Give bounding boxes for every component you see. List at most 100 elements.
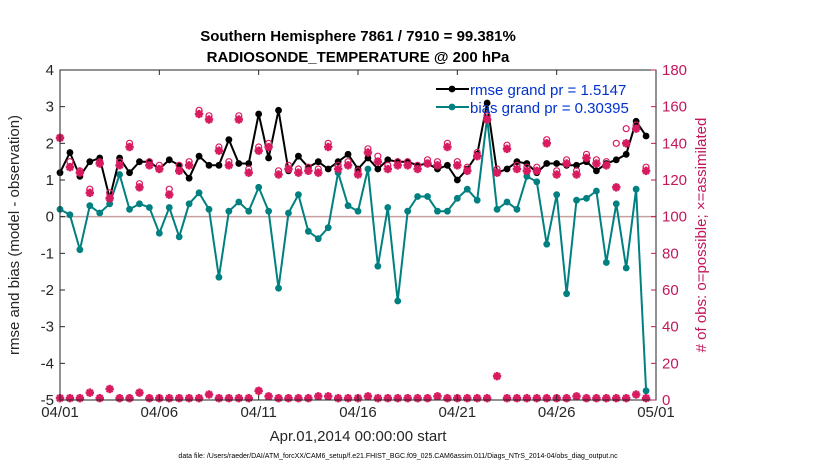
plot-area [60, 70, 656, 400]
rmse-point [364, 154, 372, 162]
bias-point [116, 171, 123, 178]
obs-low-marker [333, 393, 343, 403]
left-y-tick-label: -3 [41, 319, 54, 336]
bias-point [136, 200, 143, 208]
bias-line [59, 117, 648, 391]
right-y-axis-label: # of obs: o=possible; ×=assimilated [693, 118, 710, 353]
x-tick-label: 04/01 [41, 404, 79, 421]
obs-assimilated-marker [453, 161, 462, 170]
right-y-tick-label: 60 [662, 282, 679, 299]
rmse-point [86, 158, 94, 166]
obs-assimilated-marker [95, 159, 104, 168]
obs-low-marker [512, 393, 522, 403]
obs-low-marker [463, 393, 472, 403]
obs-assimilated-marker [383, 164, 392, 174]
obs-assimilated-marker [502, 144, 512, 154]
obs-low-marker [214, 393, 224, 403]
obs-low-marker [502, 393, 512, 403]
bias-point [543, 240, 551, 248]
bias-point [493, 205, 501, 213]
obs-low-marker [115, 393, 124, 403]
obs-assimilated-marker [343, 161, 353, 170]
rmse-point [324, 165, 332, 173]
x-tick-label: 04/11 [240, 404, 276, 421]
obs-assimilated-marker [75, 168, 85, 177]
obs-assimilated-marker [373, 157, 383, 166]
right-y-tick-label: 100 [662, 209, 687, 226]
rmse-point [175, 161, 183, 169]
obs-assimilated-marker [512, 164, 522, 174]
legend-bias-marker [448, 103, 456, 111]
bias-point [434, 207, 441, 215]
bias-point [424, 193, 431, 200]
obs-assimilated-marker [184, 161, 194, 170]
obs-low-marker [204, 390, 214, 399]
obs-assimilated-marker [552, 170, 561, 179]
bias-point [354, 207, 362, 215]
bias-point [314, 235, 322, 243]
bias-point [612, 200, 620, 208]
x-axis-label: Apr.01,2014 00:00:00 start [270, 428, 448, 445]
bias-point [384, 204, 392, 211]
obs-low-marker [65, 393, 75, 403]
bias-point [146, 204, 153, 211]
obs-assimilated-marker [393, 161, 402, 170]
obs-low-marker [373, 393, 383, 403]
x-tick-label: 04/26 [538, 404, 576, 421]
rmse-point [543, 160, 551, 167]
rmse-point [642, 132, 650, 140]
bias-point [285, 209, 292, 217]
left-y-tick-label: 2 [46, 135, 54, 152]
obs-low-marker [304, 393, 313, 403]
obs-assimilated-marker [522, 166, 532, 176]
obs-low-marker [284, 393, 293, 403]
left-y-tick-label: 0 [46, 209, 54, 226]
rmse-point [622, 150, 630, 158]
right-y-tick-label: 40 [662, 319, 679, 336]
bias-point [96, 209, 104, 217]
bias-point [444, 207, 451, 215]
obs-assimilated-marker [542, 139, 551, 148]
bias-point [324, 224, 332, 232]
obs-low-marker [175, 393, 184, 403]
obs-low-marker [194, 393, 204, 403]
obs-low-marker [274, 393, 283, 403]
obs-low-marker [145, 393, 154, 403]
bias-point [364, 165, 372, 173]
bias-point [642, 387, 650, 395]
rmse-point [453, 176, 461, 184]
rmse-point [384, 156, 392, 164]
obs-assimilated-marker [274, 170, 283, 179]
bias-point [503, 198, 511, 206]
obs-low-marker [532, 393, 541, 403]
obs-assimilated-marker [175, 166, 184, 176]
obs-possible-marker [622, 125, 630, 133]
obs-low-marker [244, 393, 253, 403]
right-y-tick-label: 120 [662, 172, 687, 189]
obs-low-marker [423, 393, 432, 403]
obs-assimilated-marker [473, 151, 482, 161]
rmse-point [245, 160, 253, 167]
bias-point [563, 290, 570, 298]
obs-assimilated-marker [264, 142, 273, 152]
bias-point [573, 196, 580, 204]
left-y-axis-label: rmse and bias (model - observation) [6, 115, 23, 355]
obs-low-marker [324, 392, 333, 401]
bias-point [602, 259, 610, 266]
obs-low-marker [125, 393, 134, 403]
bias-point [374, 262, 382, 270]
left-y-tick-label: -4 [41, 355, 54, 372]
obs-assimilated-marker [492, 168, 502, 177]
rmse-point [126, 169, 133, 177]
rmse-point [66, 149, 74, 156]
obs-assimilated-marker [532, 166, 541, 176]
obs-assimilated-marker [155, 164, 164, 174]
rmse-point [573, 161, 580, 169]
x-tick-label: 04/16 [339, 404, 377, 421]
obs-low-marker [294, 393, 303, 403]
obs-low-marker [254, 386, 263, 396]
bias-point [523, 172, 531, 180]
obs-assimilated-marker [304, 166, 313, 176]
rmse-point [483, 99, 491, 107]
bias-point [473, 196, 481, 204]
